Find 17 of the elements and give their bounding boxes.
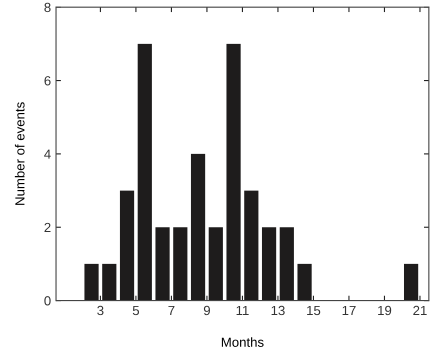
x-tick-label: 21 — [413, 306, 427, 316]
y-tick-label: 2 — [44, 222, 51, 232]
x-tick-label: 9 — [204, 306, 210, 316]
x-tick-label: 5 — [132, 306, 140, 316]
x-tick-label: 13 — [272, 306, 285, 316]
y-tick-label: 6 — [44, 76, 51, 86]
x-tick-label: 17 — [342, 306, 356, 316]
y-axis-title: Number of events — [14, 102, 25, 205]
x-tick-label: 11 — [236, 306, 249, 316]
y-tick-label: 8 — [44, 2, 51, 12]
x-axis-title: Months — [222, 337, 264, 347]
x-tick-label: 3 — [97, 306, 104, 316]
y-tick-label: 4 — [44, 150, 51, 159]
x-tick-label: 19 — [378, 306, 392, 316]
x-tick-label: 15 — [307, 306, 320, 316]
y-tick-label: 0 — [44, 296, 51, 306]
x-tick-label: 7 — [168, 306, 174, 316]
